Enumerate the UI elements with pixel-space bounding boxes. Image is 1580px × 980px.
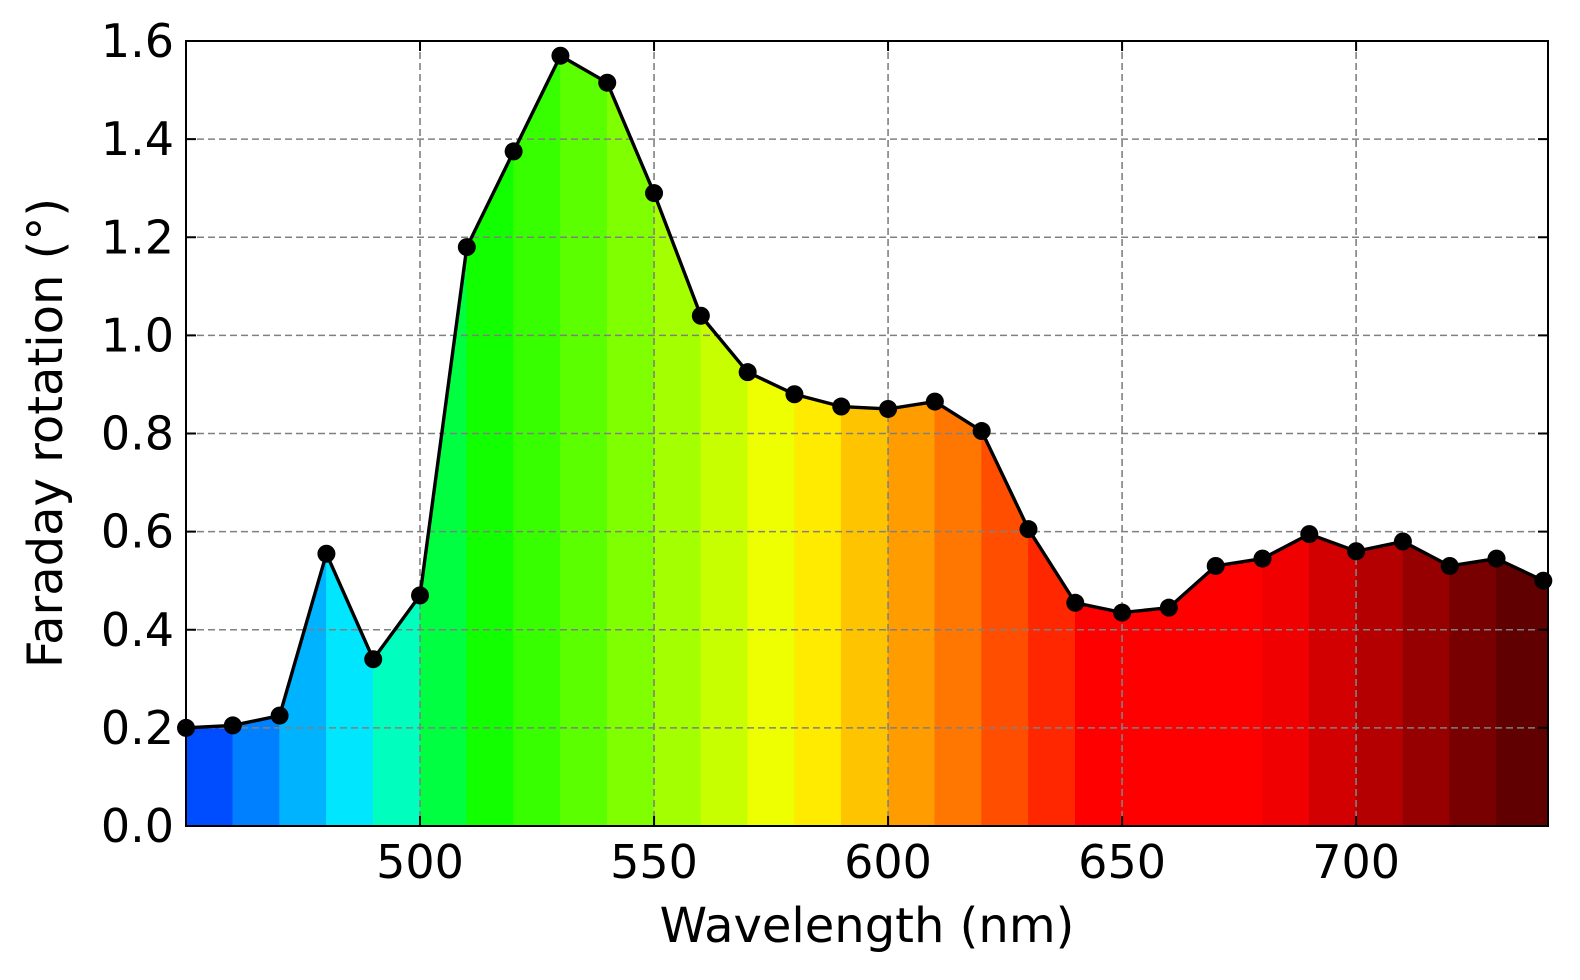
fill-band [700, 314, 748, 826]
x-tick-label: 600 [844, 835, 932, 889]
y-tick-label: 0.2 [101, 701, 174, 755]
y-tick-label: 1.2 [101, 210, 174, 264]
fill-band [653, 192, 702, 826]
fill-band [326, 553, 374, 826]
x-axis-title: Wavelength (nm) [660, 898, 1075, 954]
fill-band [232, 715, 280, 826]
data-point [785, 385, 804, 404]
data-point [457, 238, 476, 257]
data-point [1253, 549, 1272, 568]
data-point [504, 142, 523, 161]
data-point [1206, 556, 1225, 575]
data-point [317, 544, 336, 563]
y-tick-label: 1.4 [101, 112, 174, 166]
data-point [879, 399, 898, 418]
y-tick-label: 0.0 [101, 799, 174, 853]
data-point [1534, 571, 1553, 590]
fill-band [1215, 558, 1263, 826]
x-tick-label: 650 [1078, 835, 1166, 889]
data-point [1440, 556, 1459, 575]
y-tick-labels: 0.0 0.2 0.4 0.6 0.8 1.0 1.2 1.4 1.6 [101, 14, 174, 853]
y-tick-label: 0.6 [101, 505, 174, 559]
data-point [691, 306, 710, 325]
fill-band [794, 393, 842, 826]
fill-band [934, 401, 982, 826]
x-tick-label: 700 [1312, 835, 1400, 889]
x-tick-label: 500 [376, 835, 464, 889]
fill-band [560, 55, 608, 826]
data-point [1487, 549, 1506, 568]
spectral-fill [186, 55, 1548, 826]
fill-band [981, 430, 1029, 826]
fill-band [747, 371, 795, 826]
data-point [598, 73, 617, 92]
y-tick-label: 1.0 [101, 308, 174, 362]
y-tick-label: 1.6 [101, 14, 174, 68]
data-point [223, 716, 242, 735]
data-point [832, 397, 851, 416]
data-point [551, 46, 570, 65]
data-point [1113, 603, 1132, 622]
fill-band [186, 725, 234, 826]
data-point [411, 586, 430, 605]
fill-band [1449, 558, 1497, 826]
data-point [972, 422, 991, 441]
data-point [1019, 520, 1038, 539]
fill-band [840, 406, 889, 826]
data-point [925, 392, 944, 411]
y-axis-title: Faraday rotation (°) [18, 198, 74, 668]
fill-band [1121, 607, 1170, 826]
axis-ticks [186, 40, 1548, 827]
data-point [1347, 542, 1366, 561]
fill-band [1309, 533, 1357, 826]
data-point [270, 706, 289, 725]
data-point [645, 184, 664, 203]
x-tick-label: 550 [610, 835, 698, 889]
fill-band [1355, 541, 1404, 826]
fill-band [1028, 528, 1076, 826]
y-tick-label: 0.4 [101, 603, 174, 657]
x-tick-labels: 500 550 600 650 700 [376, 835, 1400, 889]
fill-band [1262, 533, 1310, 826]
data-point [1159, 598, 1178, 617]
y-tick-label: 0.8 [101, 407, 174, 461]
fill-band [887, 401, 936, 826]
data-point [738, 363, 757, 382]
fill-band [1402, 540, 1451, 826]
data-point [364, 650, 383, 669]
fill-band [1074, 602, 1123, 826]
data-point [1300, 525, 1319, 544]
fill-band [1496, 558, 1544, 826]
fill-band [513, 55, 561, 826]
data-point [1393, 532, 1412, 551]
data-point [1066, 593, 1085, 612]
